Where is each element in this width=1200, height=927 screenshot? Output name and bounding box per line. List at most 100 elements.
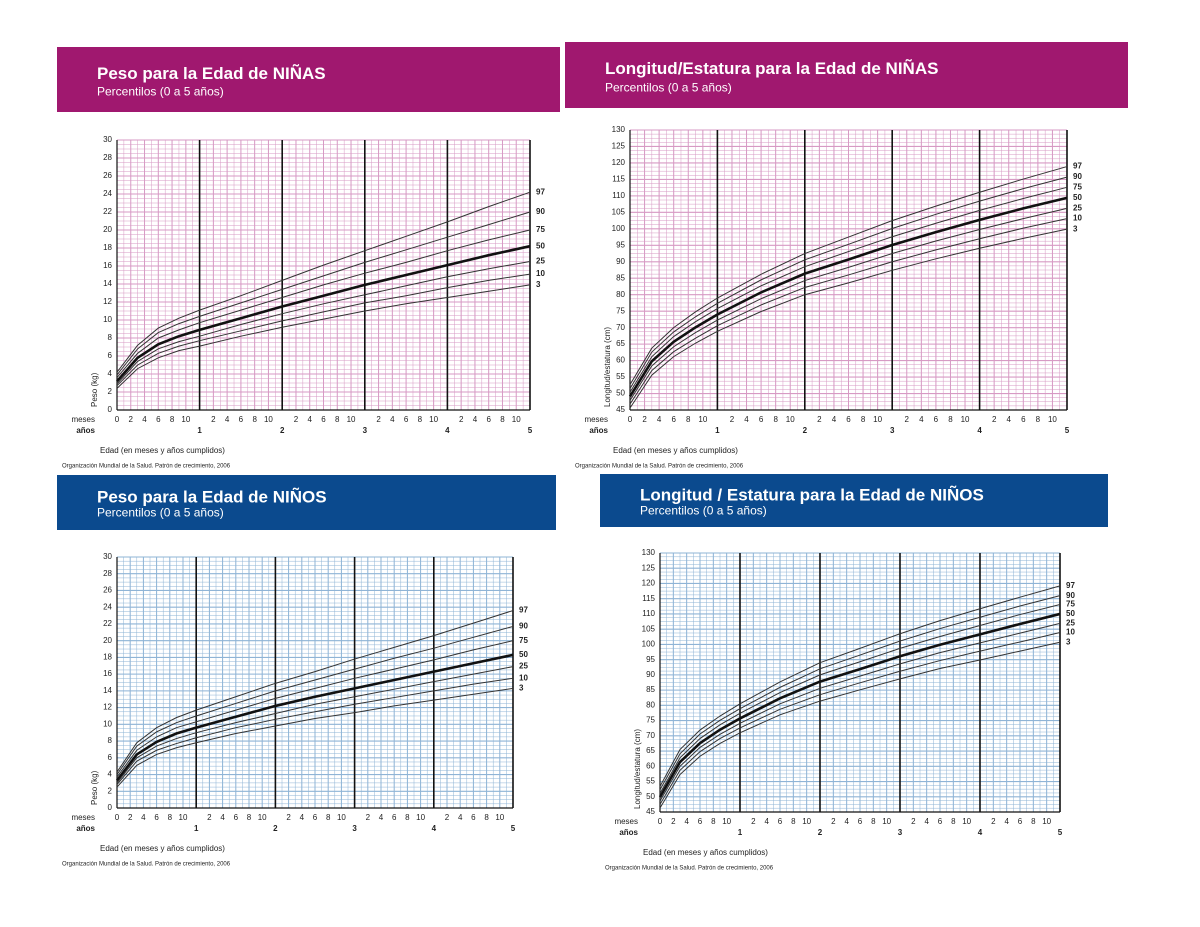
year-tick-label: 1 [197,426,202,435]
percentile-line [658,612,1061,798]
y-tick-label: 80 [646,700,655,709]
x-tick-label: 4 [141,813,146,822]
x-tick-label: 4 [142,415,147,424]
year-tick-label: 5 [511,824,516,833]
year-tick-label: 4 [977,426,982,435]
year-tick-label: 5 [1065,426,1070,435]
series-label: 10 [1066,628,1075,637]
x-tick-label: 4 [473,415,478,424]
series-label: 25 [1073,204,1082,213]
chart-panel: Peso para la Edad de NIÑAS Percentilos (0… [57,47,560,470]
series-label: 3 [1066,637,1071,646]
percentile-line [116,211,531,376]
y-tick-label: 6 [108,351,113,360]
y-tick-label: 75 [646,716,655,725]
y-tick-label: 16 [103,669,112,678]
x-tick-label: 4 [1004,817,1009,826]
y-tick-label: 20 [103,636,112,645]
y-tick-label: 30 [103,135,112,144]
x-tick-label: 8 [871,817,876,826]
y-tick-label: 65 [646,746,655,755]
x-tick-label: 4 [657,415,662,424]
year-tick-label: 2 [818,828,823,837]
x-tick-label: 10 [181,415,190,424]
x-tick-label: 4 [924,817,929,826]
x-tick-label: 4 [1007,415,1012,424]
y-tick-label: 6 [108,753,113,762]
y-tick-label: 100 [612,224,626,233]
year-tick-label: 3 [363,426,368,435]
percentile-line [115,653,514,782]
x-tick-label: 8 [686,415,691,424]
x-axis-label: Edad (en meses y años cumplidos) [643,848,768,857]
series-label: 10 [536,269,545,278]
series-label: 75 [1073,182,1082,191]
y-tick-label: 85 [616,273,625,282]
series-label: 97 [519,606,528,615]
y-tick-label: 120 [612,158,626,167]
year-row-label: años [619,828,638,837]
series-label: 25 [519,662,528,671]
x-tick-label: 2 [129,415,134,424]
x-tick-label: 6 [759,415,764,424]
series-label: 10 [1073,214,1082,223]
y-tick-label: 105 [612,207,626,216]
series-label: 10 [519,673,528,682]
x-tick-label: 4 [225,415,230,424]
year-tick-label: 1 [194,824,199,833]
series-label: 50 [519,650,528,659]
percentile-line [116,610,514,773]
year-row-label: años [76,426,95,435]
chart-title: Longitud / Estatura para la Edad de NIÑO… [640,485,984,505]
x-tick-label: 10 [722,817,731,826]
x-tick-label: 10 [1048,415,1057,424]
x-axis-label: Edad (en meses y años cumplidos) [100,446,225,455]
y-tick-label: 120 [642,579,656,588]
x-tick-label: 4 [764,817,769,826]
x-tick-label: 10 [264,415,273,424]
x-tick-label: 4 [300,813,305,822]
percentile-line [116,284,531,389]
year-tick-label: 2 [273,824,278,833]
y-tick-label: 95 [616,240,625,249]
x-tick-label: 10 [512,415,521,424]
x-tick-label: 0 [658,817,663,826]
percentile-line [659,622,1061,802]
y-axis-label: Peso (kg) [90,770,99,805]
x-tick-label: 6 [1021,415,1026,424]
y-tick-label: 12 [103,297,112,306]
x-tick-label: 6 [1018,817,1023,826]
y-tick-label: 60 [616,356,625,365]
chart-subtitle: Percentilos (0 a 5 años) [605,80,732,94]
x-tick-label: 10 [873,415,882,424]
x-tick-label: 8 [861,415,866,424]
y-tick-label: 80 [616,290,625,299]
x-tick-label: 10 [882,817,891,826]
year-tick-label: 5 [1058,828,1063,837]
year-tick-label: 4 [432,824,437,833]
header-bar [600,474,1108,527]
percentile-line [116,261,531,385]
chart-title: Peso para la Edad de NIÑOS [97,487,327,507]
source-note: Organización Mundial de la Salud. Patrón… [62,862,231,868]
percentile-line [629,166,1068,385]
y-tick-label: 18 [103,243,112,252]
y-tick-label: 130 [612,125,626,134]
series-label: 25 [1066,618,1075,627]
x-tick-label: 0 [115,813,120,822]
year-row-label: años [589,426,608,435]
y-tick-label: 65 [616,339,625,348]
x-tick-label: 10 [802,817,811,826]
x-tick-label: 8 [500,415,505,424]
y-tick-label: 14 [103,279,112,288]
y-tick-label: 75 [616,306,625,315]
x-tick-label: 0 [628,415,633,424]
x-tick-label: 6 [404,415,409,424]
year-tick-label: 2 [280,426,285,435]
percentile-line [629,207,1068,401]
y-tick-label: 18 [103,653,112,662]
series-label: 90 [1073,172,1082,181]
year-tick-label: 3 [890,426,895,435]
y-tick-label: 45 [616,405,625,414]
percentile-line [116,191,531,373]
